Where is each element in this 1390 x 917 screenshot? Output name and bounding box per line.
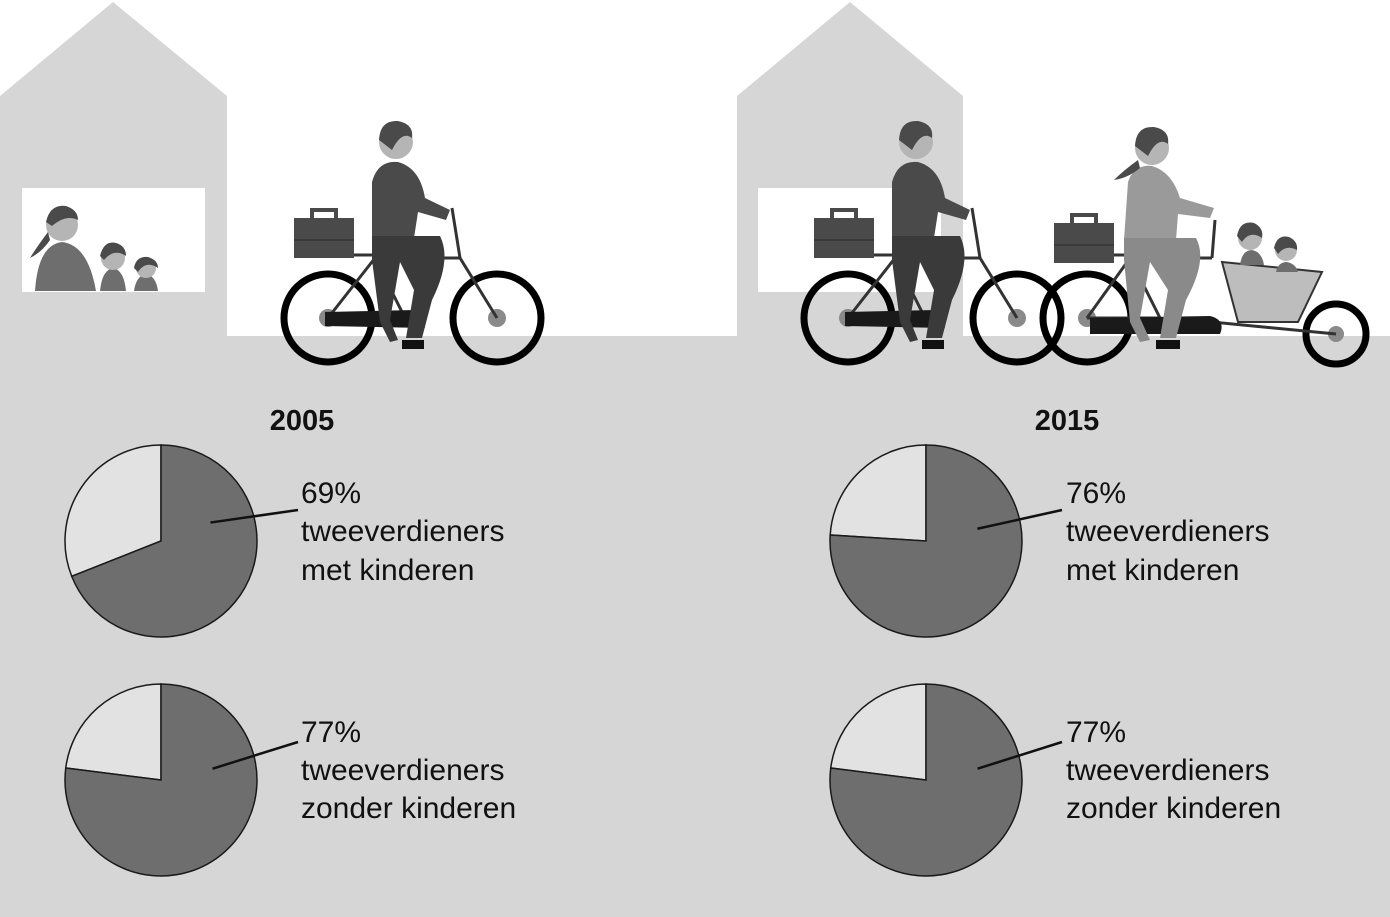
pie-slice-remainder (64, 444, 162, 578)
pie-label-2015-met-kinderen: 76% tweeverdieners met kinderen (1066, 477, 1269, 587)
pie-2015-met-kinderen (829, 444, 1063, 638)
year-label-2005: 2005 (270, 405, 335, 437)
family-at-home-illustration (30, 205, 158, 291)
pie-value-label: 76% (1066, 477, 1126, 510)
pie-value-label: 77% (1066, 716, 1126, 749)
pie-slice-remainder (64, 683, 162, 781)
pie-value-label: 69% (301, 477, 361, 510)
pie-slice-remainder (829, 444, 927, 542)
pie-category-label-line1: tweeverdieners (1066, 515, 1269, 548)
pie-category-label-line1: tweeverdieners (301, 754, 504, 787)
pie-leader-line (212, 740, 299, 770)
pie-leader-line (977, 508, 1063, 530)
pie-category-label-line2: met kinderen (301, 554, 474, 587)
pie-category-label-line1: tweeverdieners (1066, 754, 1269, 787)
pie-label-2005-met-kinderen: 69% tweeverdieners met kinderen (301, 477, 504, 587)
pie-2015-zonder-kinderen (829, 683, 1063, 877)
year-label-2015: 2015 (1035, 405, 1100, 437)
pie-2005-met-kinderen (64, 444, 299, 638)
pie-label-2015-zonder-kinderen: 77% tweeverdieners zonder kinderen (1066, 716, 1281, 825)
pie-value-label: 77% (301, 716, 361, 749)
pie-slice-tweeverdieners (64, 683, 258, 877)
pie-slice-tweeverdieners (70, 444, 258, 638)
pie-category-label-line2: zonder kinderen (1066, 792, 1281, 825)
pie-slice-tweeverdieners (829, 444, 1023, 638)
pie-slice-tweeverdieners (829, 683, 1023, 877)
pie-category-label-line2: zonder kinderen (301, 792, 516, 825)
cyclist-2015-man-illustration (804, 120, 1061, 362)
pie-2005-zonder-kinderen (64, 683, 299, 877)
cyclist-2005-illustration (284, 120, 541, 362)
cargo-bike-2015-woman-illustration (1043, 126, 1370, 368)
pie-label-2005-zonder-kinderen: 77% tweeverdieners zonder kinderen (301, 716, 516, 825)
pie-category-label-line1: tweeverdieners (301, 515, 504, 548)
pie-leader-line (977, 740, 1063, 770)
pie-category-label-line2: met kinderen (1066, 554, 1239, 587)
pie-leader-line (210, 508, 299, 524)
pie-slice-remainder (829, 683, 927, 781)
